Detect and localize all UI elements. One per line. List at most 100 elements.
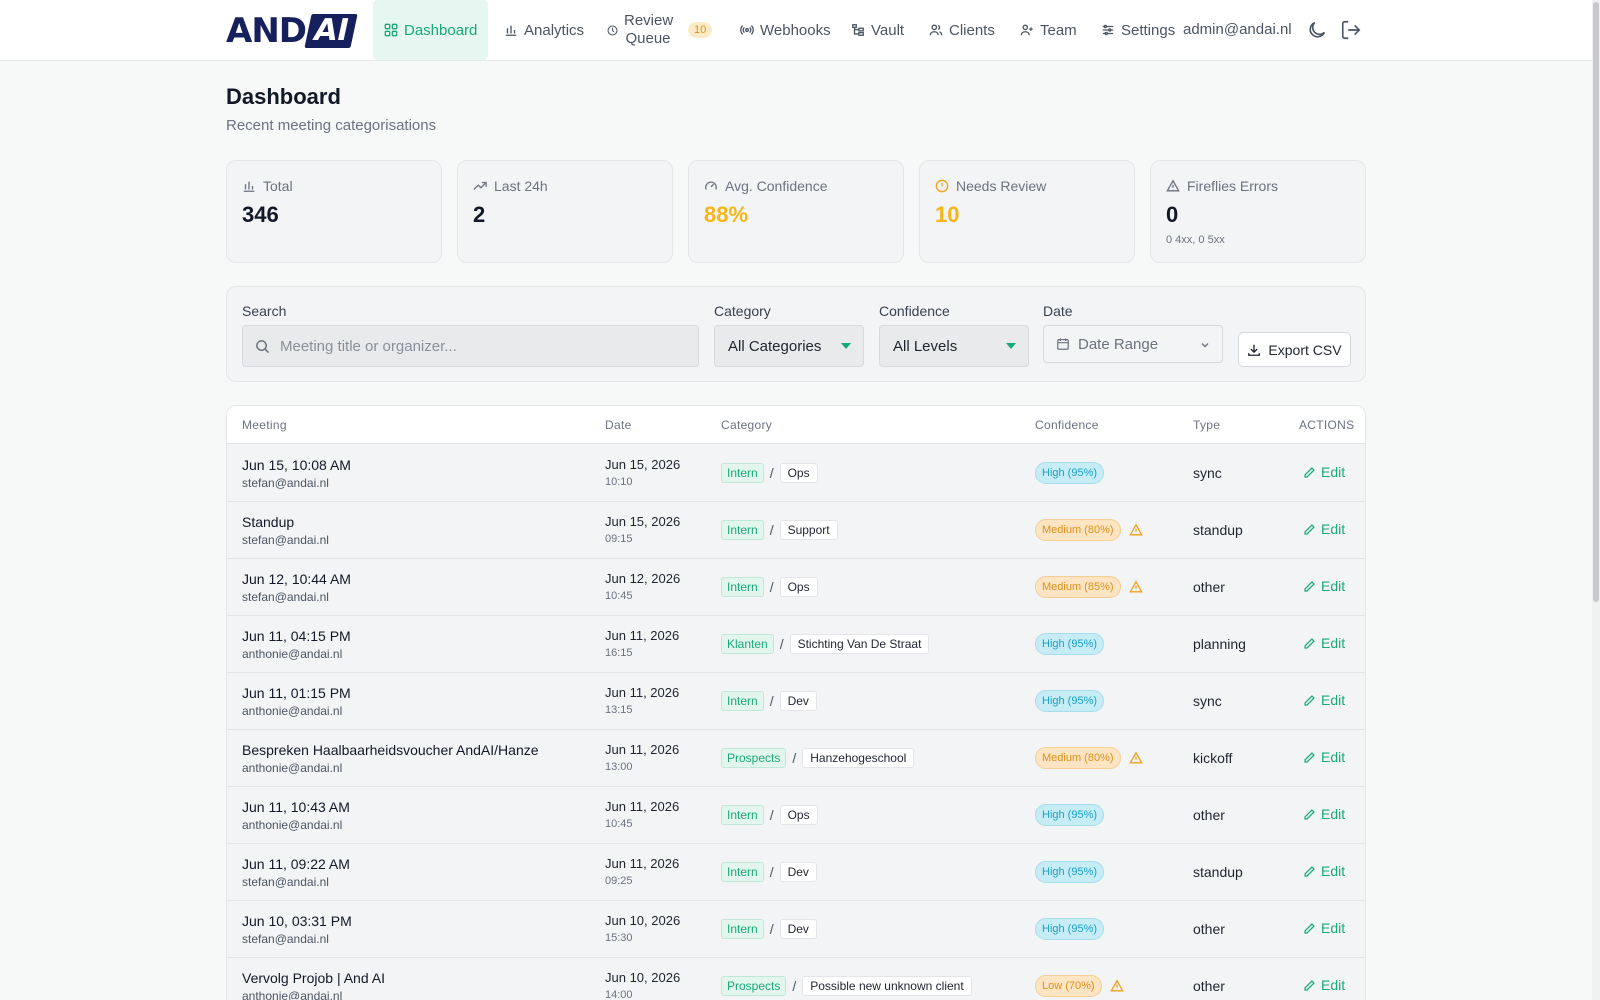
date-range-picker[interactable]: Date Range	[1043, 325, 1223, 363]
edit-button[interactable]: Edit	[1303, 920, 1345, 936]
meeting-title[interactable]: Jun 15, 10:08 AM	[242, 457, 351, 473]
nav-analytics-wrap: Analytics	[500, 0, 588, 60]
category-cell: Intern / Dev	[721, 919, 817, 939]
meeting-time: 15:30	[605, 932, 633, 944]
edit-button[interactable]: Edit	[1303, 692, 1345, 708]
nav-clients-wrap: Clients	[925, 0, 999, 60]
table-row[interactable]: Standup stefan@andai.nl Jun 15, 2026 09:15 I…	[227, 502, 1365, 559]
edit-button[interactable]: Edit	[1303, 806, 1345, 822]
confidence-cell: Low (70%)	[1035, 975, 1124, 997]
pencil-icon	[1304, 694, 1315, 706]
nav-item-clients[interactable]: Clients	[925, 0, 999, 60]
edit-label: Edit	[1321, 464, 1346, 480]
table-row[interactable]: Jun 11, 01:15 PM anthonie@andai.nl Jun 11,…	[227, 673, 1365, 730]
sliders-icon	[1102, 24, 1114, 36]
meeting-title[interactable]: Jun 12, 10:44 AM	[242, 571, 351, 587]
nav-item-vault[interactable]: Vault	[847, 0, 908, 60]
alert-circle-icon	[935, 179, 949, 193]
edit-button[interactable]: Edit	[1303, 749, 1345, 765]
column-header-meeting[interactable]: Meeting	[242, 418, 287, 432]
meeting-title[interactable]: Jun 11, 04:15 PM	[242, 628, 351, 644]
export-csv-button[interactable]: Export CSV	[1238, 332, 1351, 367]
confidence-badge: High (95%)	[1035, 690, 1105, 712]
broadcast-icon	[740, 25, 754, 35]
stat-avg-confidence-value: 88%	[704, 202, 749, 227]
nav-team-wrap: Team	[1016, 0, 1081, 60]
meeting-title[interactable]: Jun 11, 10:43 AM	[242, 799, 350, 815]
confidence-cell: High (95%)	[1035, 861, 1105, 883]
nav-item-review-queue[interactable]: Review Queue 10	[603, 0, 716, 60]
category-separator: /	[769, 579, 774, 595]
column-header-date[interactable]: Date	[605, 418, 632, 432]
edit-label: Edit	[1321, 521, 1346, 537]
meeting-time: 10:10	[605, 476, 633, 488]
meeting-organizer: stefan@andai.nl	[242, 476, 329, 490]
chevron-down-icon	[1201, 343, 1209, 348]
edit-label: Edit	[1321, 578, 1346, 594]
table-row[interactable]: Jun 12, 10:44 AM stefan@andai.nl Jun 12, 2…	[227, 559, 1365, 616]
nav-item-settings[interactable]: Settings	[1097, 0, 1179, 60]
grid-icon	[384, 23, 398, 37]
meeting-title[interactable]: Jun 10, 03:31 PM	[242, 913, 352, 929]
meeting-organizer: anthonie@andai.nl	[242, 647, 343, 661]
meeting-title[interactable]: Standup	[242, 514, 295, 530]
category-tag: Intern	[721, 919, 764, 939]
edit-button[interactable]: Edit	[1303, 521, 1345, 537]
column-header-type[interactable]: Type	[1193, 418, 1221, 432]
table-row[interactable]: Jun 10, 03:31 PM stefan@andai.nl Jun 10, 2…	[227, 901, 1365, 958]
meeting-organizer: stefan@andai.nl	[242, 533, 329, 547]
download-icon	[1248, 344, 1261, 356]
nav-item-team[interactable]: Team	[1016, 0, 1081, 60]
date-range-placeholder: Date Range	[1078, 335, 1159, 353]
edit-button[interactable]: Edit	[1303, 977, 1345, 993]
meeting-date: Jun 15, 2026	[605, 514, 681, 529]
meeting-title[interactable]: Vervolg Projob | And AI	[242, 970, 385, 986]
category-select[interactable]: All Categories	[714, 325, 864, 367]
category-cell: Intern / Support	[721, 520, 838, 540]
category-separator: /	[769, 864, 774, 880]
confidence-cell: Medium (85%)	[1035, 576, 1143, 598]
table-row[interactable]: Vervolg Projob | And AI anthonie@andai.nl…	[227, 958, 1365, 1000]
calendar-icon	[1057, 338, 1069, 350]
table-row[interactable]: Jun 11, 04:15 PM anthonie@andai.nl Jun 11,…	[227, 616, 1365, 673]
edit-button[interactable]: Edit	[1303, 578, 1345, 594]
andai-logo[interactable]: AND AI	[226, 11, 359, 51]
meeting-time: 16:15	[605, 647, 633, 659]
table-row[interactable]: Jun 15, 10:08 AM stefan@andai.nl Jun 15, 2…	[227, 445, 1365, 502]
nav-item-webhooks[interactable]: Webhooks	[736, 0, 835, 60]
table-row[interactable]: Bespreken Haalbaarheidsvoucher AndAI/Han…	[227, 730, 1365, 787]
meeting-type: other	[1193, 807, 1225, 823]
pencil-icon	[1304, 751, 1315, 763]
column-header-category[interactable]: Category	[721, 418, 773, 432]
meeting-date: Jun 15, 2026	[605, 457, 681, 472]
category-tag: Klanten	[721, 634, 774, 654]
table-row[interactable]: Jun 11, 09:22 AM stefan@andai.nl Jun 11, 2…	[227, 844, 1365, 901]
page-scrollbar[interactable]	[1592, 0, 1600, 1000]
meeting-title[interactable]: Bespreken Haalbaarheidsvoucher AndAI/Han…	[242, 742, 539, 758]
meeting-type: sync	[1193, 465, 1222, 481]
edit-button[interactable]: Edit	[1303, 635, 1345, 651]
scrollbar-thumb[interactable]	[1593, 2, 1599, 602]
subcategory-tag: Possible new unknown client	[802, 976, 972, 996]
category-separator: /	[769, 921, 774, 937]
confidence-select[interactable]: All Levels	[879, 325, 1029, 367]
table-row[interactable]: Jun 11, 10:43 AM anthonie@andai.nl Jun 11,…	[227, 787, 1365, 844]
moon-icon[interactable]	[1306, 19, 1328, 41]
confidence-badge: Low (70%)	[1035, 975, 1102, 997]
meeting-time: 09:15	[605, 533, 633, 545]
edit-button[interactable]: Edit	[1303, 863, 1345, 879]
nav-item-dashboard[interactable]: Dashboard	[373, 0, 489, 60]
meeting-title[interactable]: Jun 11, 09:22 AM	[242, 856, 350, 872]
edit-button[interactable]: Edit	[1303, 464, 1345, 480]
meeting-title[interactable]: Jun 11, 01:15 PM	[242, 685, 351, 701]
meeting-organizer: stefan@andai.nl	[242, 875, 329, 889]
meeting-type: standup	[1193, 864, 1243, 880]
logout-icon[interactable]	[1340, 19, 1362, 41]
search-input[interactable]: Meeting title or organizer...	[242, 325, 699, 367]
stat-label-row: Last 24h	[473, 178, 657, 194]
category-label: Category	[714, 303, 771, 319]
review-queue-count-badge: 10	[688, 22, 713, 38]
column-header-confidence[interactable]: Confidence	[1035, 418, 1099, 432]
nav-item-analytics[interactable]: Analytics	[500, 0, 588, 60]
confidence-cell: High (95%)	[1035, 633, 1105, 655]
